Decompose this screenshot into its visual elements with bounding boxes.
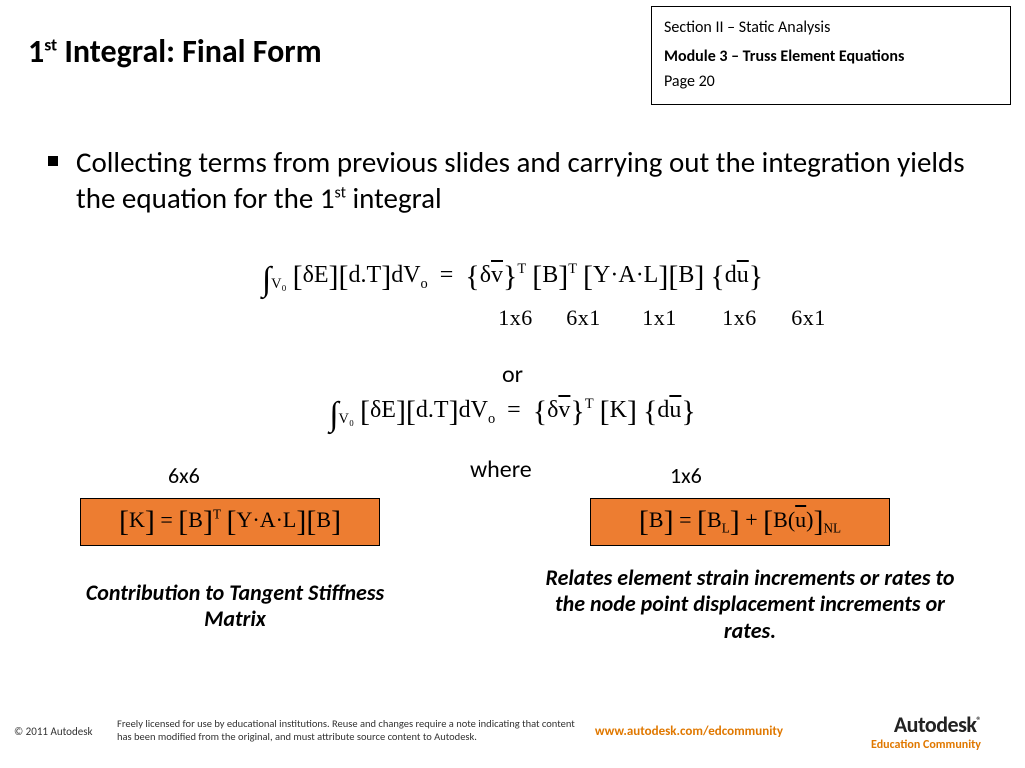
bullet-text: Collecting terms from previous slides an… [76,144,985,217]
bullet-sup: st [335,184,346,203]
where-label: where [470,455,532,484]
or-label: or [0,360,1025,389]
title-rest: Integral: Final Form [57,32,322,71]
community-url[interactable]: www.autodesk.com/edcommunity [579,724,799,739]
caption-1: Contribution to Tangent Stiffness Matrix [80,580,390,633]
section-label: Section II – Static Analysis [664,15,998,40]
dim-3: 1x1 [622,305,698,331]
formula-box-1: [K] = [B]T [Y·A·L][B] [80,498,380,546]
logo: Autodesk® Education Community [799,711,989,752]
license-text: Freely licensed for use by educational i… [109,718,579,743]
dim-1: 1x6 [486,305,546,331]
label-6x6: 6x6 [168,462,200,489]
box2-eq: [B] = [BL] + [B(u)]NL [639,505,841,539]
module-label: Module 3 – Truss Element Equations [664,44,998,69]
bullet-item: Collecting terms from previous slides an… [48,144,985,217]
eq2-sub: V₀ [339,411,354,427]
eq1-main: ∫V₀ [δE][d.T]dVo = {δv}T [B]T [Y·A·L][B]… [0,260,1025,299]
slide: 1st Integral: Final Form Section II – St… [0,0,1025,768]
formula-box-2: [B] = [BL] + [B(u)]NL [590,498,890,546]
brand-sub: Education Community [799,738,981,752]
dim-2: 6x1 [552,305,616,331]
equation-2: ∫V₀ [δE][d.T]dVo = {δv}T [K] {du} [0,395,1025,434]
bullet-pre: Collecting terms from previous slides an… [76,144,965,216]
eq1-sub: V₀ [271,276,286,292]
copyright: © 2011 Autodesk [14,725,109,738]
bullet-rest: integral [346,180,442,216]
info-box: Section II – Static Analysis Module 3 – … [651,6,1011,105]
title-sup: st [44,33,57,55]
bullet-icon [48,156,58,166]
brand-name: Autodesk® [799,711,981,738]
equation-1: ∫V₀ [δE][d.T]dVo = {δv}T [B]T [Y·A·L][B]… [0,260,1025,331]
dim-5: 6x1 [782,305,836,331]
eq1-dims: 1x6 6x1 1x1 1x6 6x1 [0,305,1025,331]
box1-eq: [K] = [B]T [Y·A·L][B] [119,505,341,539]
label-1x6: 1x6 [670,462,702,489]
bullet-area: Collecting terms from previous slides an… [48,144,985,217]
caption-2: Relates element strain increments or rat… [540,565,960,644]
title-pre: 1 [28,32,44,71]
eq2-main: ∫V₀ [δE][d.T]dVo = {δv}T [K] {du} [0,395,1025,434]
page-title: 1st Integral: Final Form [28,32,322,71]
page-label: Page 20 [664,69,998,94]
footer: © 2011 Autodesk Freely licensed for use … [0,698,1025,768]
dim-4: 1x6 [704,305,776,331]
